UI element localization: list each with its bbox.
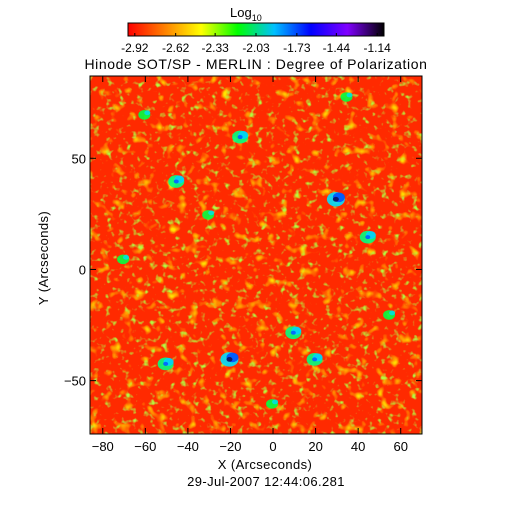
colorbar-tick-label: -1.73 (283, 41, 311, 55)
colorbar-tick-label: -2.33 (201, 41, 229, 55)
colorbar-tick-label: -2.92 (121, 41, 149, 55)
colorbar-label-base: Log (230, 5, 252, 20)
y-axis-ticks: −50 0 50 (64, 151, 422, 389)
colorbar-tick-label: -1.44 (323, 41, 351, 55)
colorbar-tick-label: -1.14 (364, 41, 392, 55)
x-tick-label: 0 (269, 439, 276, 454)
polarization-patch (220, 352, 239, 367)
polarization-patch (202, 210, 215, 220)
x-tick-label: −80 (92, 439, 114, 454)
heatmap-plot-area (90, 76, 422, 434)
colorbar-label: Log10 (230, 5, 262, 23)
x-tick-label: −60 (134, 439, 156, 454)
y-axis-label: Y (Arcseconds) (36, 211, 51, 305)
polarization-patch (285, 326, 302, 340)
colorbar-tick-label: -2.62 (162, 41, 190, 55)
x-tick-label: 20 (308, 439, 322, 454)
x-tick-label: 60 (393, 439, 407, 454)
heatmap-features (117, 92, 396, 409)
polarization-patch (157, 357, 174, 371)
x-tick-label: −20 (219, 439, 241, 454)
y-tick-label: −50 (64, 374, 86, 389)
polarization-patch (340, 92, 353, 102)
x-axis-label: X (Arcseconds) (218, 457, 312, 472)
x-tick-label: 40 (351, 439, 365, 454)
chart-title: Hinode SOT/SP - MERLIN : Degree of Polar… (84, 56, 427, 72)
y-tick-label: 0 (79, 262, 86, 277)
heatmap-yellow-green-texture (90, 76, 422, 434)
observation-timestamp: 29-Jul-2007 12:44:06.281 (187, 474, 345, 489)
x-tick-label: −40 (177, 439, 199, 454)
polarization-patch (383, 310, 396, 320)
polarization-patch (359, 230, 376, 244)
polarization-patch (306, 352, 323, 366)
colorbar-tick-label: -2.03 (242, 41, 270, 55)
y-tick-label: 50 (72, 151, 86, 166)
polarization-patch (266, 399, 279, 409)
colorbar-label-sub: 10 (252, 13, 262, 23)
polarization-patch (326, 192, 345, 207)
x-axis-ticks: −80 −60 −40 −20 0 20 40 60 (92, 76, 408, 454)
polarization-patch (117, 254, 130, 265)
plot-frame (89, 75, 423, 435)
polarization-patch (168, 175, 185, 188)
colorbar-ticks: -2.92 -2.62 -2.33 -2.03 -1.73 -1.44 -1.14 (121, 33, 391, 55)
polarization-patch (138, 110, 151, 120)
polarization-patch (232, 130, 249, 144)
